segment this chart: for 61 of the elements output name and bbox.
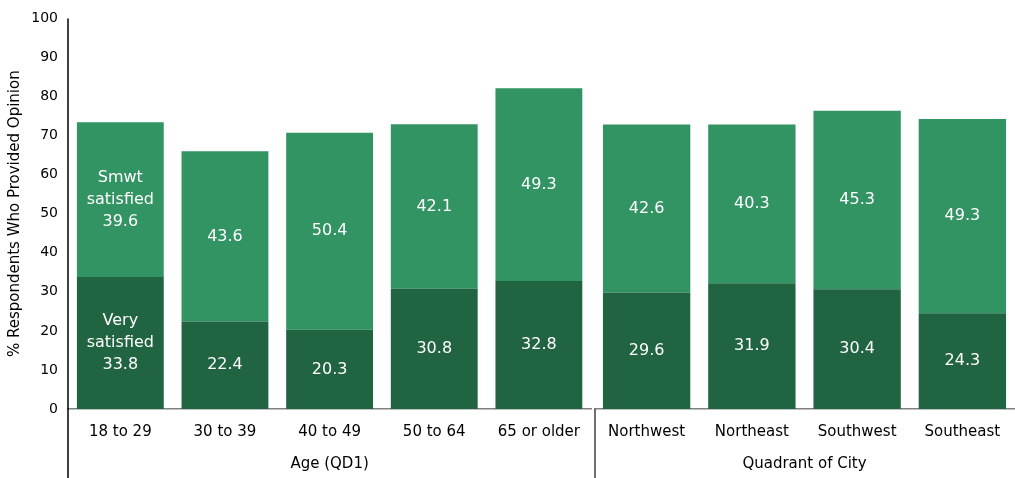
bar <box>918 313 1007 409</box>
bar <box>390 124 478 289</box>
bar <box>813 110 901 290</box>
x-tick-label: 50 to 64 <box>402 421 466 440</box>
x-tick-label: 40 to 49 <box>298 421 361 440</box>
x-tick-label: Southeast <box>924 421 1001 440</box>
y-tick-label: 90 <box>40 48 58 65</box>
data-label: 49.3 <box>521 173 557 193</box>
x-axis-title: Quadrant of City <box>742 453 867 472</box>
data-label: 49.3 <box>944 205 981 225</box>
bar <box>286 329 374 409</box>
data-label: 42.1 <box>416 195 453 215</box>
x-axis-title: Age (QD1) <box>290 453 369 472</box>
y-tick-label: 30 <box>40 282 58 299</box>
bar <box>495 88 583 281</box>
data-label: 24.3 <box>944 350 981 370</box>
bar <box>708 283 796 409</box>
y-tick-label: 60 <box>40 165 58 182</box>
bar <box>813 289 901 409</box>
data-label: 33.8 <box>102 354 139 374</box>
y-tick-label: 20 <box>40 321 58 338</box>
y-tick-label: 40 <box>40 243 58 260</box>
y-tick-label: 0 <box>49 399 58 416</box>
data-label: 20.3 <box>311 358 348 378</box>
bar <box>390 288 478 409</box>
x-tick-label: Northwest <box>608 421 686 440</box>
bar <box>918 119 1007 314</box>
y-tick-label: 100 <box>31 9 58 26</box>
x-tick-label: 30 to 39 <box>193 421 257 440</box>
data-label: 39.6 <box>102 210 139 230</box>
series-label: Very satisfied <box>86 310 154 352</box>
data-label: 43.6 <box>207 225 243 245</box>
bar <box>181 151 269 322</box>
data-label: 50.4 <box>311 220 348 240</box>
series-label: Smwt satisfied <box>86 166 154 208</box>
bar <box>602 292 691 409</box>
data-label: 22.4 <box>207 354 243 374</box>
bar <box>181 321 269 409</box>
data-label: 31.9 <box>734 335 770 355</box>
x-tick-label: 65 or older <box>497 421 581 440</box>
y-axis-title: % Respondents Who Provided Opinion <box>4 70 23 358</box>
x-tick-label: Southwest <box>817 421 897 440</box>
x-tick-label: 18 to 29 <box>88 421 152 440</box>
y-tick-label: 50 <box>40 204 58 221</box>
y-tick-label: 70 <box>40 126 58 143</box>
data-label: 30.8 <box>416 338 453 357</box>
data-label: 45.3 <box>839 189 875 209</box>
y-tick-label: 80 <box>40 87 58 104</box>
bar <box>76 122 164 277</box>
bar <box>602 124 691 293</box>
data-label: 29.6 <box>628 339 665 359</box>
y-tick-label: 10 <box>40 360 58 377</box>
data-label: 30.4 <box>839 338 875 358</box>
data-label: 32.8 <box>521 334 557 354</box>
bar <box>495 280 583 409</box>
x-tick-label: Northeast <box>714 421 790 440</box>
bar <box>286 132 374 330</box>
bar <box>708 124 796 284</box>
bar <box>76 276 164 409</box>
data-label: 42.6 <box>628 197 665 217</box>
data-label: 40.3 <box>734 193 770 213</box>
